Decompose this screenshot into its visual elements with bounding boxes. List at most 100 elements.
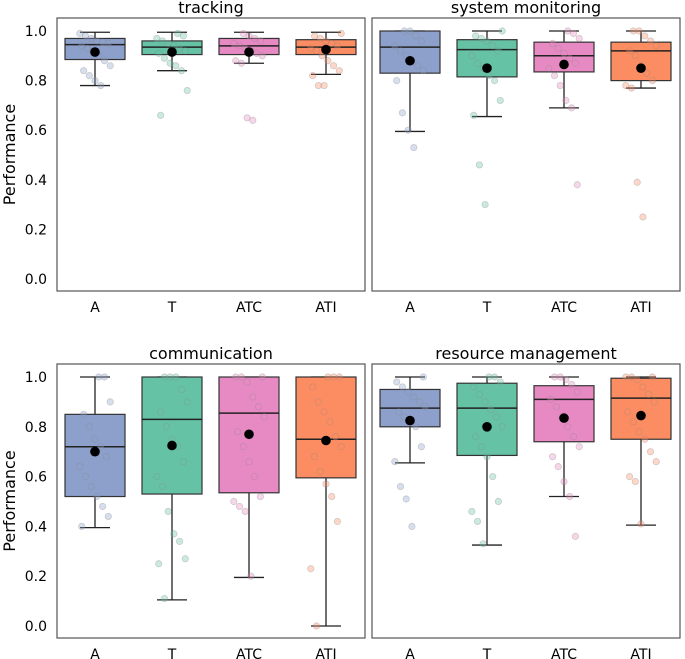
mean-marker — [482, 422, 492, 432]
mean-marker — [405, 415, 415, 426]
data-point — [177, 67, 186, 75]
box-T — [456, 382, 518, 457]
data-point — [309, 383, 317, 391]
data-point — [419, 373, 427, 381]
data-point — [230, 497, 238, 506]
data-point — [646, 37, 655, 45]
data-point — [155, 560, 163, 568]
data-point — [164, 507, 172, 516]
data-point — [468, 52, 476, 60]
xtick-label-ATC: ATC — [551, 300, 577, 316]
data-point — [230, 39, 238, 48]
data-point — [337, 443, 345, 451]
data-point — [85, 423, 93, 431]
data-point — [483, 453, 491, 461]
data-point — [481, 201, 489, 209]
mean-marker — [321, 435, 331, 446]
ytick-label: 0.4 — [25, 173, 47, 189]
data-point — [251, 472, 259, 481]
data-point — [622, 373, 630, 381]
data-point — [548, 39, 557, 48]
data-point — [644, 390, 653, 399]
data-point — [316, 34, 324, 43]
data-point — [569, 433, 578, 441]
data-point — [477, 34, 485, 43]
mean-marker — [167, 47, 177, 57]
ytick-label: 0.6 — [25, 470, 47, 486]
data-point — [153, 472, 161, 481]
data-point — [239, 29, 247, 38]
data-point — [627, 84, 636, 92]
data-point — [81, 32, 90, 40]
data-point — [316, 468, 324, 476]
data-point — [174, 29, 182, 38]
data-point — [564, 27, 572, 35]
data-point — [573, 181, 581, 189]
data-point — [564, 423, 572, 431]
data-point — [404, 388, 412, 396]
panel-title-0: tracking — [178, 0, 243, 17]
data-point — [492, 413, 501, 421]
data-point — [80, 67, 88, 75]
data-point — [648, 373, 657, 381]
data-point — [575, 443, 583, 451]
data-point — [471, 32, 480, 40]
data-point — [176, 44, 184, 52]
data-point — [415, 398, 424, 406]
data-point — [164, 39, 172, 48]
data-point — [629, 418, 638, 426]
data-point — [633, 178, 641, 186]
ytick-label: 0.2 — [25, 569, 47, 585]
data-point — [176, 537, 184, 545]
data-point — [404, 126, 412, 134]
data-point — [160, 595, 168, 603]
data-point — [479, 540, 487, 548]
data-point — [235, 502, 244, 511]
data-point — [624, 408, 632, 416]
ytick-label: 0.8 — [25, 420, 47, 436]
data-point — [639, 213, 647, 221]
data-point — [562, 96, 570, 105]
data-point — [633, 375, 641, 384]
ytick-label: 0.0 — [25, 619, 47, 635]
panel-title-3: resource management — [435, 344, 616, 363]
data-point — [483, 37, 491, 45]
data-point — [552, 403, 561, 411]
data-point — [391, 42, 399, 50]
data-point — [477, 443, 485, 451]
data-point — [329, 62, 338, 70]
y-axis-label: Performance — [0, 104, 19, 205]
data-point — [153, 34, 161, 43]
panel-frame-3 — [371, 363, 681, 639]
mean-marker — [244, 47, 254, 57]
data-point — [99, 38, 107, 46]
xtick-label-A: A — [90, 300, 100, 316]
data-point — [421, 403, 429, 411]
data-point — [170, 530, 178, 538]
data-point — [548, 453, 557, 461]
data-point — [643, 69, 651, 77]
ytick-label: 1.0 — [25, 370, 47, 386]
ytick-label: 0.2 — [25, 222, 47, 238]
data-point — [157, 408, 165, 416]
data-point — [307, 565, 315, 573]
data-point — [571, 532, 580, 540]
data-point — [635, 428, 643, 436]
data-point — [394, 408, 403, 416]
data-point — [629, 27, 638, 35]
data-point — [554, 44, 562, 52]
data-point — [398, 383, 406, 391]
xtick-label-ATC: ATC — [551, 647, 577, 659]
data-point — [550, 373, 559, 381]
data-point — [475, 161, 483, 169]
xtick-label-A: A — [405, 647, 415, 659]
data-point — [78, 42, 86, 50]
data-point — [566, 54, 574, 62]
data-point — [489, 42, 497, 50]
data-point — [158, 37, 167, 45]
data-point — [625, 472, 634, 481]
data-point — [413, 62, 422, 70]
data-point — [232, 373, 240, 381]
xtick-label-T: T — [482, 647, 492, 659]
data-point — [80, 410, 88, 418]
